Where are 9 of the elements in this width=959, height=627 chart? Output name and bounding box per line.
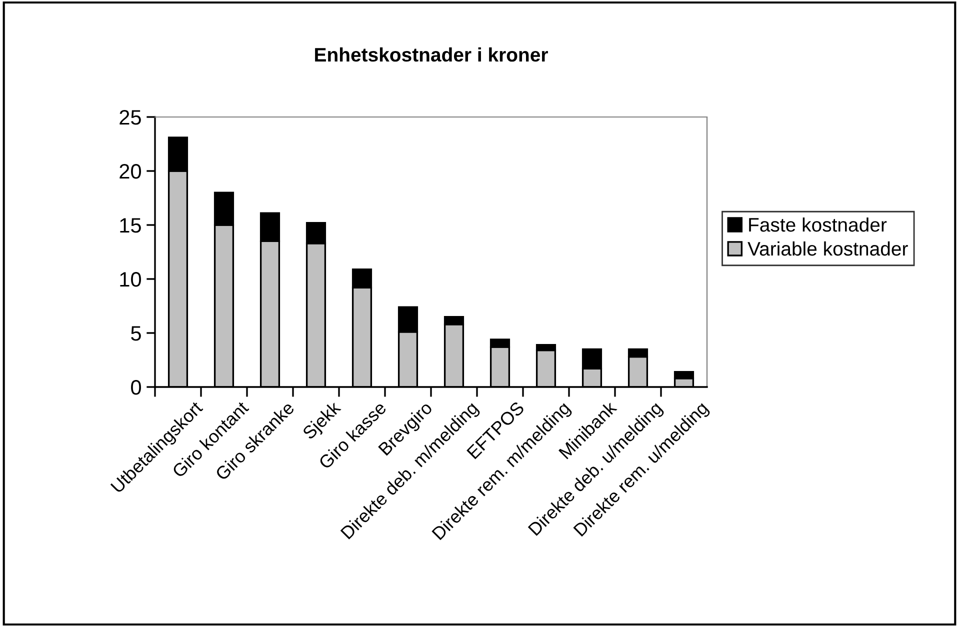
legend-label: Variable kostnader	[748, 241, 908, 256]
legend-label: Faste kostnader	[749, 217, 887, 232]
y-tick-label: 10	[120, 272, 141, 287]
y-tick-label: 5	[131, 326, 141, 341]
chart-title: Enhetskostnader i kroner	[315, 47, 548, 62]
y-tick-label: 25	[120, 110, 141, 125]
y-tick-label: 15	[120, 218, 141, 233]
y-tick-label: 20	[120, 164, 141, 179]
y-tick-label: 0	[131, 380, 141, 395]
